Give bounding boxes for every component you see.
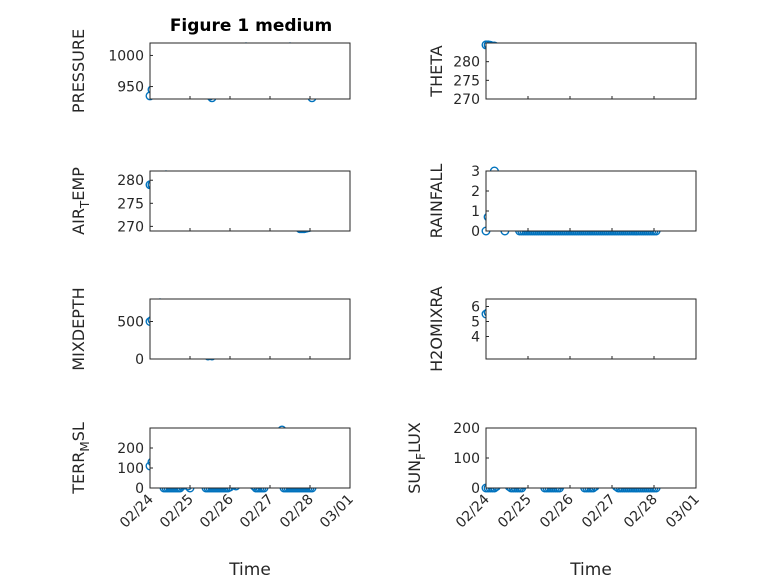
- x-tick-label: 02/26: [537, 491, 577, 531]
- y-tick-label: 280: [453, 55, 480, 71]
- y-tick-label: 6: [471, 300, 480, 316]
- x-tick-label: 03/01: [663, 492, 703, 532]
- y-tick-label: 0: [135, 481, 144, 497]
- y-axis-label: AIRTEMP: [69, 167, 92, 235]
- x-axis-label: Time: [228, 560, 271, 580]
- y-tick-label: 270: [453, 92, 480, 108]
- y-tick-label: 500: [117, 315, 144, 331]
- y-axis-label: THETA: [427, 45, 446, 97]
- axes-box: [485, 42, 697, 100]
- axes-box: [149, 298, 351, 360]
- y-axis-label: SUNFLUX: [405, 422, 428, 494]
- y-label-rest: LUX: [405, 422, 424, 453]
- x-tick-label: 02/28: [277, 492, 317, 532]
- y-tick-label: 1000: [108, 48, 144, 64]
- figure-title: Figure 1 medium: [170, 16, 332, 36]
- y-label-main: TERR: [69, 452, 88, 495]
- x-tick-label: 02/27: [237, 492, 277, 532]
- y-tick-label: 200: [117, 441, 144, 457]
- y-tick-label: 5: [471, 315, 480, 331]
- y-tick-label: 2: [471, 184, 480, 200]
- x-tick-label: 02/26: [197, 491, 237, 531]
- x-tick-label: 02/25: [495, 492, 535, 532]
- y-label-main: SUN: [405, 460, 424, 494]
- y-tick-label: 275: [117, 196, 144, 212]
- x-tick-label: 02/27: [579, 492, 619, 532]
- panel-air_temp: 270 275 280 AIRTEMP: [69, 167, 351, 235]
- axes-box: [485, 298, 697, 360]
- panel-mixdepth: 0 500 MIXDEPTH: [69, 287, 351, 371]
- y-tick-label: 1: [471, 204, 480, 220]
- panel-terr_msl: 0 100 200 02/24 02/25 02/26 02/27 02/28 03/01 TER…: [69, 422, 357, 580]
- y-label-main: AIR: [69, 208, 88, 235]
- y-axis-label: MIXDEPTH: [69, 287, 88, 370]
- panel-h2omixra: 456 H2OMIXRA: [427, 286, 697, 372]
- axes-box: [485, 427, 697, 489]
- x-tick-label: 03/01: [317, 492, 357, 532]
- axes-box: [485, 170, 697, 232]
- y-tick-label: 3: [471, 164, 480, 180]
- x-tick-label: 02/24: [453, 491, 493, 531]
- y-tick-label: 100: [117, 461, 144, 477]
- x-tick-label: 02/25: [157, 492, 197, 532]
- panel-rainfall: 0 1 2 3 RAINFALL: [427, 164, 697, 240]
- y-label-subscript: M: [78, 441, 92, 451]
- y-tick-label: 0: [471, 481, 480, 497]
- axes-box: [149, 170, 351, 232]
- panel-theta: 270 275 280 THETA: [427, 40, 697, 108]
- y-tick-label: 280: [117, 173, 144, 189]
- y-tick-label: 0: [135, 352, 144, 368]
- y-tick-label: 0: [471, 224, 480, 240]
- y-axis-label: RAINFALL: [427, 164, 446, 239]
- y-label-subscript: F: [414, 453, 428, 460]
- y-tick-label: 100: [453, 451, 480, 467]
- y-axis-label: TERRMSL: [69, 422, 92, 495]
- y-tick-label: 270: [117, 219, 144, 235]
- y-label-rest: SL: [69, 422, 88, 441]
- axes-box: [149, 427, 351, 489]
- y-axis-label: PRESSURE: [69, 29, 88, 113]
- y-axis-label: H2OMIXRA: [427, 286, 446, 372]
- y-tick-label: 275: [453, 73, 480, 89]
- x-tick-label: 02/28: [621, 492, 661, 532]
- axes-box: [149, 42, 351, 100]
- y-tick-label: 200: [453, 421, 480, 437]
- y-label-subscript: T: [78, 200, 92, 209]
- y-label-rest: EMP: [69, 167, 88, 201]
- panel-pressure: 950 1000 PRESSURE: [69, 29, 351, 113]
- y-tick-label: 950: [117, 80, 144, 96]
- panel-sun_flux: 0 100 200 02/24 02/25 02/26 02/27 02/28 03/01 SUN…: [405, 421, 703, 580]
- x-tick-label: 02/24: [117, 491, 157, 531]
- y-tick-label: 4: [471, 330, 480, 346]
- x-axis-label: Time: [569, 560, 612, 580]
